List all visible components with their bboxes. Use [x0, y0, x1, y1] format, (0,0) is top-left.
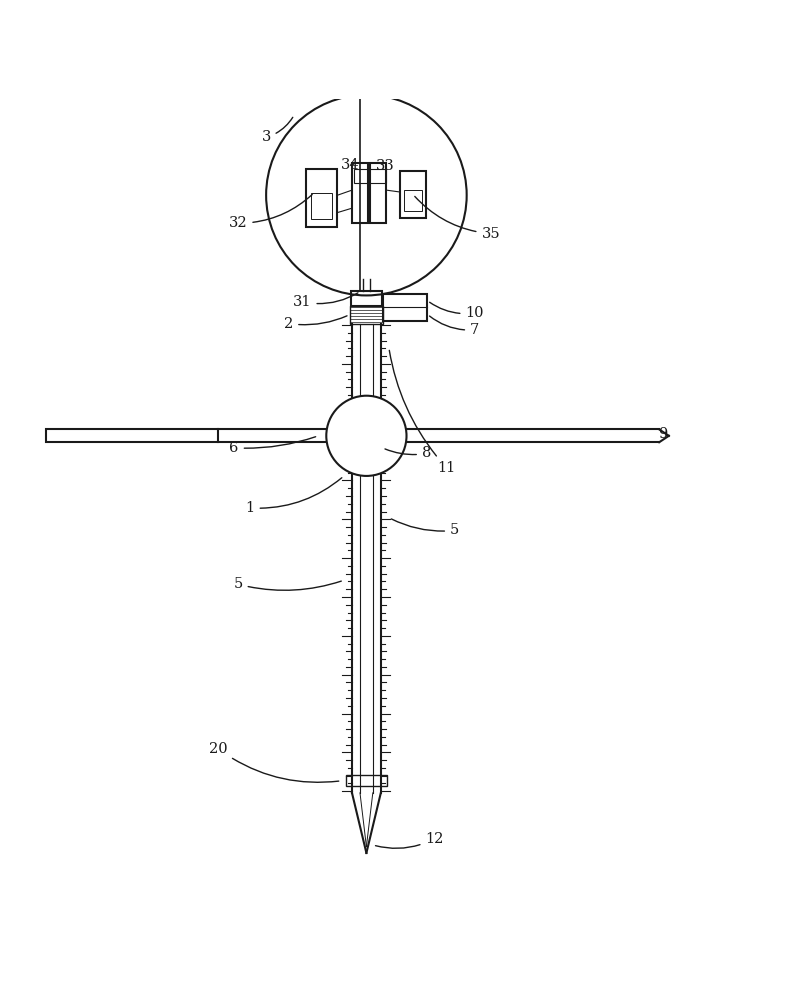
Text: 2: 2 [284, 316, 347, 331]
Text: 34: 34 [341, 158, 360, 172]
Bar [306, 169, 336, 227]
Bar [352, 163, 368, 223]
Bar [311, 193, 332, 219]
Bar [404, 190, 422, 211]
Bar [351, 291, 382, 306]
Bar [400, 171, 426, 218]
Bar [383, 294, 427, 321]
Text: 32: 32 [229, 194, 312, 230]
Text: 5: 5 [233, 577, 341, 591]
Text: 3: 3 [262, 117, 293, 144]
Text: 1: 1 [246, 478, 342, 515]
Text: 10: 10 [430, 302, 484, 320]
Bar [46, 429, 218, 442]
Bar [345, 775, 387, 786]
Text: 8: 8 [385, 446, 431, 460]
Circle shape [326, 396, 407, 476]
Text: 12: 12 [375, 832, 444, 848]
Text: 33: 33 [375, 159, 394, 173]
Text: 6: 6 [229, 437, 316, 455]
Text: 31: 31 [293, 293, 358, 309]
Text: 20: 20 [208, 742, 339, 782]
Text: 7: 7 [430, 316, 479, 337]
Text: 9: 9 [658, 427, 668, 441]
Text: 11: 11 [390, 350, 456, 475]
Bar [353, 169, 386, 183]
Bar [349, 306, 383, 324]
Text: 35: 35 [415, 196, 500, 241]
Bar [370, 163, 386, 223]
Text: 5: 5 [391, 519, 460, 537]
